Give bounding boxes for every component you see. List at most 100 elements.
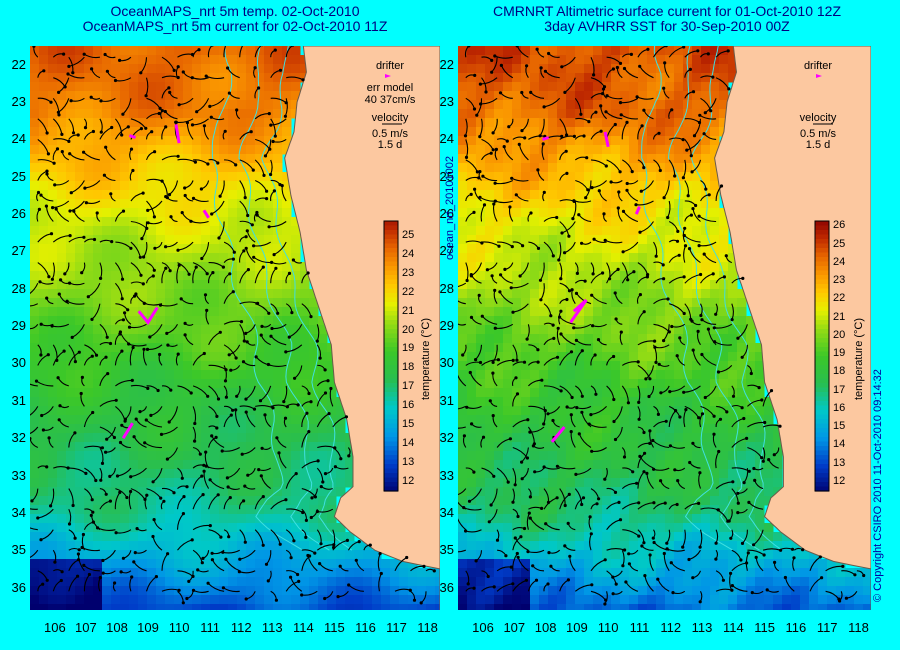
colorbar-tick-label: 20	[833, 328, 846, 341]
y-tick-label: 22	[439, 56, 454, 72]
colorbar-tick-label: 20	[402, 323, 415, 336]
y-tick-label: 31	[439, 392, 454, 408]
x-tick-label: 110	[168, 620, 190, 635]
y-tick-label: 29	[439, 318, 454, 334]
x-tick-label: 111	[200, 620, 221, 635]
colorbar	[814, 220, 830, 492]
y-tick-label: 23	[11, 94, 26, 110]
left-velocity-days: 1.5 d	[377, 139, 403, 151]
left-velocity-scale: 0.5 m/s	[371, 128, 409, 140]
x-tick-label: 110	[597, 620, 619, 635]
colorbar-tick-label: 26	[833, 219, 846, 232]
x-tick-label: 108	[534, 620, 557, 635]
right-velocity-days: 1.5 d	[805, 139, 831, 151]
y-tick-label: 27	[11, 243, 26, 259]
left-temp-map	[30, 46, 440, 610]
right-sst-map	[458, 46, 871, 610]
current-vectors	[458, 46, 866, 606]
colorbar-tick-label: 16	[833, 401, 846, 414]
x-tick-label: 109	[137, 620, 159, 635]
land-mass	[714, 46, 871, 610]
middle-run-label: ocean_nrt_20101002	[444, 156, 456, 260]
y-tick-label: 33	[11, 467, 26, 483]
right-velocity-scale: 0.5 m/s	[799, 128, 837, 140]
x-tick-label: 112	[660, 620, 682, 635]
y-tick-label: 30	[439, 355, 454, 371]
colorbar-tick-label: 16	[402, 399, 415, 412]
x-tick-label: 117	[816, 620, 838, 635]
left-colorbar-label: temperature (°C)	[420, 317, 432, 400]
y-tick-label: 32	[439, 430, 454, 446]
y-tick-label: 34	[439, 504, 454, 520]
y-tick-label: 24	[11, 131, 26, 147]
colorbar-tick-label: 23	[833, 274, 846, 287]
colorbar-tick-label: 14	[833, 438, 846, 451]
colorbar-tick-label: 24	[833, 255, 846, 268]
colorbar-tick-label: 25	[833, 237, 846, 250]
colorbar-tick-label: 13	[402, 455, 415, 468]
colorbar-tick-label: 12	[833, 474, 846, 487]
y-tick-label: 24	[439, 131, 454, 147]
colorbar-tick-label: 15	[402, 417, 415, 430]
y-tick-label: 28	[439, 280, 454, 296]
colorbar-tick-label: 22	[833, 292, 846, 305]
current-vectors	[30, 46, 436, 605]
x-tick-label: 117	[386, 620, 407, 635]
colorbar-tick-label: 21	[833, 310, 846, 323]
x-tick-label: 114	[722, 620, 744, 635]
left-panel-title: OceanMAPS_nrt 5m temp. 02-Oct-2010 Ocean…	[82, 3, 388, 34]
y-tick-label: 31	[11, 392, 26, 408]
x-tick-label: 115	[754, 620, 775, 635]
colorbar-tick-label: 24	[402, 247, 415, 260]
y-tick-label: 36	[11, 579, 26, 595]
colorbar-tick-label: 15	[833, 420, 846, 433]
colorbar-tick-label: 18	[402, 361, 415, 374]
left-err-model-value: 40 37cm/s	[364, 94, 416, 106]
left-err-model-label: err model	[366, 82, 414, 94]
colorbar-tick-label: 12	[402, 474, 415, 487]
x-tick-label: 115	[324, 620, 345, 635]
x-tick-label: 107	[503, 620, 526, 635]
y-tick-label: 35	[439, 542, 454, 558]
drifter-legend-marker	[385, 74, 391, 78]
colorbar	[383, 220, 399, 492]
x-tick-label: 114	[292, 620, 314, 635]
colorbar-tick-label: 14	[402, 436, 415, 449]
x-tick-label: 113	[261, 620, 283, 635]
right-velocity-label: velocity	[799, 112, 837, 124]
colorbar-tick-label: 22	[402, 285, 415, 298]
x-tick-label: 107	[75, 620, 97, 635]
y-tick-label: 36	[439, 579, 454, 595]
y-tick-label: 23	[439, 94, 454, 110]
right-map-panel	[458, 46, 871, 610]
drifter-tracks	[542, 131, 641, 443]
x-tick-label: 116	[785, 620, 807, 635]
right-panel-title: CMRNRT Altimetric surface current for 01…	[492, 3, 842, 34]
y-tick-label: 25	[11, 168, 26, 184]
colorbar-tick-label: 19	[833, 347, 846, 360]
colorbar-tick-label: 17	[402, 380, 415, 393]
x-tick-label: 118	[417, 620, 438, 635]
left-velocity-label: velocity	[371, 112, 409, 124]
y-tick-label: 30	[11, 355, 26, 371]
y-tick-label: 28	[11, 280, 26, 296]
y-tick-label: 22	[11, 56, 26, 72]
x-tick-label: 118	[848, 620, 869, 635]
y-tick-label: 34	[11, 504, 26, 520]
y-tick-label: 25	[439, 168, 454, 184]
colorbar-tick-label: 25	[402, 229, 415, 242]
x-tick-label: 111	[629, 620, 650, 635]
left-drifter-legend-label: drifter	[375, 60, 405, 72]
colorbar-tick-label: 23	[402, 266, 415, 279]
drifter-legend-marker	[816, 74, 822, 78]
right-colorbar-label: temperature (°C)	[853, 317, 865, 400]
left-map-panel	[30, 46, 440, 610]
x-tick-label: 116	[355, 620, 376, 635]
x-tick-label: 112	[230, 620, 252, 635]
temperature-field	[458, 46, 871, 610]
y-tick-label: 26	[439, 206, 454, 222]
x-tick-label: 109	[566, 620, 588, 635]
x-tick-label: 113	[691, 620, 713, 635]
bathymetry-contours	[211, 46, 353, 551]
x-tick-label: 108	[106, 620, 128, 635]
